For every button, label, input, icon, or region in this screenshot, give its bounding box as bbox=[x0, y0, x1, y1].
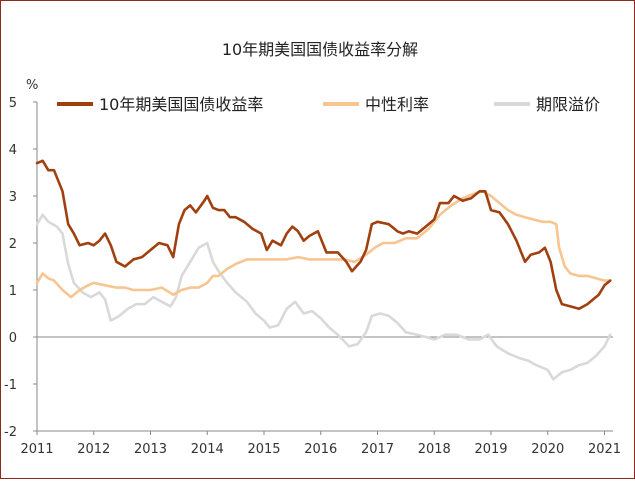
axes: -2 -1 0 1 2 3 4 5 2011 2012 2013 2014 2015 2016 2017 20… bbox=[4, 96, 621, 457]
legend: 10年期美国国债收益率 中性利率 期限溢价 bbox=[57, 95, 600, 114]
x-tick-label: 2016 bbox=[304, 442, 337, 457]
legend-label: 期限溢价 bbox=[536, 95, 600, 114]
chart-title: 10年期美国国债收益率分解 bbox=[222, 40, 418, 59]
x-tick-label: 2011 bbox=[20, 442, 53, 457]
x-tick-label: 2021 bbox=[588, 442, 621, 457]
series-line-1 bbox=[35, 159, 612, 311]
y-tick-label: 1 bbox=[9, 284, 17, 299]
x-tick-label: 2013 bbox=[134, 442, 167, 457]
y-tick-label: -2 bbox=[4, 425, 17, 440]
x-tick-label: 2017 bbox=[361, 442, 394, 457]
legend-label: 中性利率 bbox=[365, 95, 429, 114]
legend-label: 10年期美国国债收益率 bbox=[99, 95, 263, 114]
series-layer bbox=[35, 159, 612, 381]
x-tick-label: 2012 bbox=[77, 442, 110, 457]
x-tick-label: 2018 bbox=[418, 442, 451, 457]
y-tick-label: 0 bbox=[9, 331, 17, 346]
y-tick-label: 4 bbox=[9, 143, 17, 158]
x-tick-label: 2020 bbox=[531, 442, 564, 457]
series-line-2 bbox=[35, 190, 612, 299]
y-axis-unit-label: % bbox=[26, 78, 38, 93]
y-tick-label: 2 bbox=[9, 237, 17, 252]
x-tick-label: 2019 bbox=[474, 442, 507, 457]
y-tick-label: 5 bbox=[9, 96, 17, 111]
series-line-3 bbox=[35, 213, 612, 381]
y-tick-label: 3 bbox=[9, 190, 17, 205]
x-tick-label: 2014 bbox=[191, 442, 224, 457]
x-tick-label: 2015 bbox=[247, 442, 280, 457]
y-tick-label: -1 bbox=[4, 378, 17, 393]
